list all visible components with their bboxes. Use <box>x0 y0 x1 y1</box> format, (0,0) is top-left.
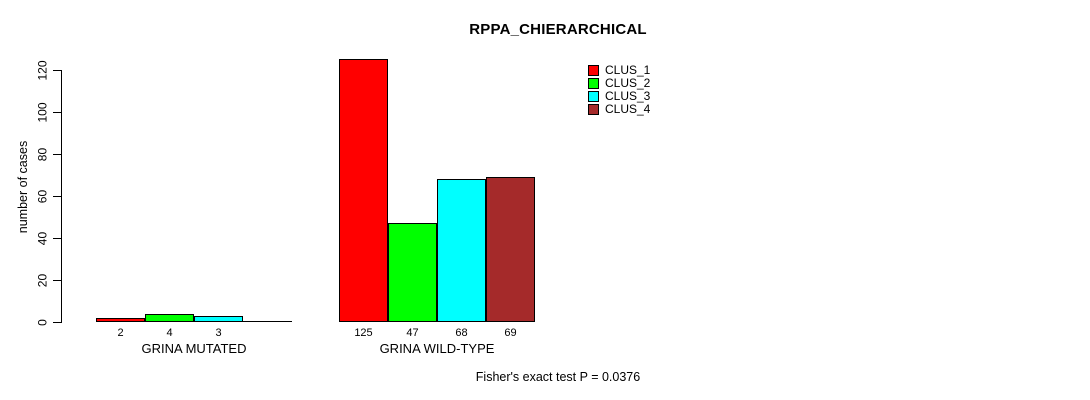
legend-swatch-clus-2 <box>588 78 599 89</box>
y-tick-label: 100 <box>35 102 50 123</box>
y-tick-label: 20 <box>35 273 50 288</box>
bar-value-label: 69 <box>504 327 517 339</box>
legend-item-label: CLUS_1 <box>605 63 651 77</box>
bar-grina-mutated-clus-3 <box>194 316 243 322</box>
y-tick-mark <box>53 196 61 197</box>
bar-grina-wild-type-clus-2 <box>388 223 437 322</box>
y-tick-mark <box>53 280 61 281</box>
y-tick-label: 120 <box>35 60 50 81</box>
y-tick-mark <box>53 238 61 239</box>
legend-item-label: CLUS_4 <box>605 102 651 116</box>
bar-value-label: 2 <box>117 327 124 339</box>
bar-value-label: 125 <box>354 327 373 339</box>
y-tick-label: 40 <box>35 231 50 246</box>
legend-item: CLUS_4 <box>588 103 650 116</box>
y-tick-mark <box>53 112 61 113</box>
y-tick-mark <box>53 70 61 71</box>
bar-grina-wild-type-clus-4 <box>486 177 535 322</box>
legend-item-label: CLUS_2 <box>605 76 651 90</box>
legend-item: CLUS_2 <box>588 77 650 90</box>
y-tick-label: 60 <box>35 189 50 204</box>
bar-grina-mutated-clus-4-zero <box>243 321 292 322</box>
legend-swatch-clus-3 <box>588 91 599 102</box>
bar-grina-wild-type-clus-1 <box>339 59 388 322</box>
x-category-label: GRINA MUTATED <box>141 341 247 356</box>
legend-item: CLUS_1 <box>588 64 650 77</box>
bar-value-label: 47 <box>406 327 419 339</box>
bar-value-label: 4 <box>166 327 173 339</box>
legend-item: CLUS_3 <box>588 90 650 103</box>
x-category-label: GRINA WILD-TYPE <box>379 341 495 356</box>
y-tick-mark <box>53 322 61 323</box>
y-tick-label: 0 <box>35 319 50 326</box>
legend: CLUS_1 CLUS_2 CLUS_3 CLUS_4 <box>588 64 650 116</box>
y-tick-mark <box>53 154 61 155</box>
bar-value-label: 68 <box>455 327 468 339</box>
legend-swatch-clus-4 <box>588 104 599 115</box>
bar-grina-mutated-clus-2 <box>145 314 194 322</box>
bar-value-label: 3 <box>215 327 222 339</box>
legend-swatch-clus-1 <box>588 65 599 76</box>
chart-title: RPPA_CHIERARCHICAL <box>469 21 647 38</box>
y-tick-label: 80 <box>35 147 50 162</box>
annotation-text: Fisher's exact test P = 0.0376 <box>475 370 641 384</box>
bar-grina-wild-type-clus-3 <box>437 179 486 322</box>
bar-grina-mutated-clus-1 <box>96 318 145 322</box>
y-axis-line <box>61 70 62 323</box>
legend-item-label: CLUS_3 <box>605 89 651 103</box>
